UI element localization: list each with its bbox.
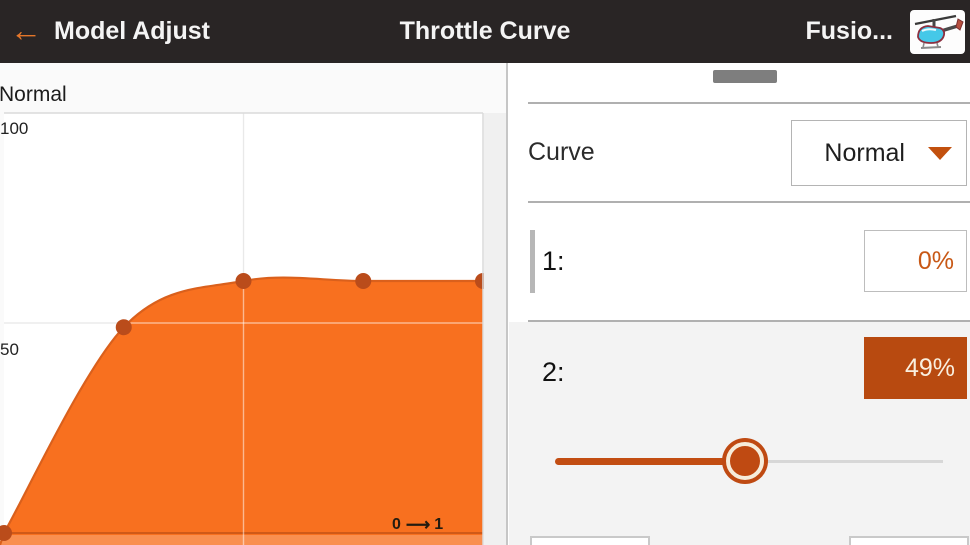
x-axis-label: 0 ⟶ 1 bbox=[392, 515, 443, 535]
y-tick-100: 100 bbox=[0, 119, 29, 138]
point-2-value: 49% bbox=[904, 353, 955, 382]
throttle-curve-chart[interactable] bbox=[0, 63, 507, 545]
drag-handle[interactable] bbox=[713, 70, 777, 83]
curve-point-2[interactable] bbox=[115, 319, 132, 336]
y-tick-50: 50 bbox=[0, 340, 19, 359]
helicopter-icon bbox=[914, 14, 964, 49]
curve-fill-area bbox=[0, 277, 483, 545]
partially-visible-button-left[interactable] bbox=[530, 536, 650, 545]
slider-track-filled[interactable] bbox=[555, 458, 746, 465]
point-2-label: 2: bbox=[542, 357, 565, 387]
model-select-area[interactable]: Fusio... bbox=[806, 0, 970, 63]
curve-point-3[interactable] bbox=[235, 273, 252, 289]
top-bar: ← Model Adjust Throttle Curve Fusio... bbox=[0, 0, 970, 63]
model-name[interactable]: Fusio... bbox=[805, 17, 894, 45]
chevron-down-icon bbox=[928, 146, 952, 160]
curve-settings-panel: Curve Normal 1: 0% 2: 49% bbox=[509, 63, 970, 545]
separator bbox=[528, 201, 970, 203]
slider-track-empty[interactable] bbox=[745, 460, 943, 463]
back-label: Model Adjust bbox=[54, 17, 211, 45]
throttle-curve-graph-panel: Normal 100 50 0 ⟶ 1 bbox=[0, 63, 507, 545]
helicopter-model-image[interactable] bbox=[910, 9, 965, 54]
selected-point-section: 2: 49% bbox=[509, 322, 970, 545]
point-1-value: 0% bbox=[917, 246, 954, 275]
x-label-left: 0 bbox=[392, 516, 401, 533]
panel-divider bbox=[506, 63, 508, 545]
curve-point-4[interactable] bbox=[355, 273, 372, 289]
slider-handle[interactable] bbox=[722, 438, 769, 484]
x-label-right: 1 bbox=[434, 516, 444, 533]
curve-point-1[interactable] bbox=[0, 525, 12, 541]
curve-type-value: Normal bbox=[824, 138, 905, 167]
graph-curve-name: Normal bbox=[0, 83, 67, 106]
separator bbox=[528, 102, 970, 104]
curve-line bbox=[0, 276, 483, 545]
scroll-indicator bbox=[530, 230, 535, 293]
partially-visible-button-right[interactable] bbox=[849, 536, 969, 545]
curve-row-label: Curve bbox=[528, 138, 595, 166]
graph-panel-margin bbox=[484, 113, 507, 545]
back-arrow-icon: ← bbox=[10, 11, 42, 48]
point-1-value-box[interactable]: 0% bbox=[864, 230, 967, 292]
bottom-edge-strip bbox=[0, 535, 483, 545]
point-1-label: 1: bbox=[542, 246, 565, 276]
curve-type-dropdown[interactable]: Normal bbox=[791, 120, 967, 186]
point-2-value-box[interactable]: 49% bbox=[864, 337, 967, 399]
back-button[interactable]: ← Model Adjust bbox=[10, 11, 211, 48]
right-arrow-icon: ⟶ bbox=[405, 515, 430, 534]
separator bbox=[528, 320, 970, 322]
